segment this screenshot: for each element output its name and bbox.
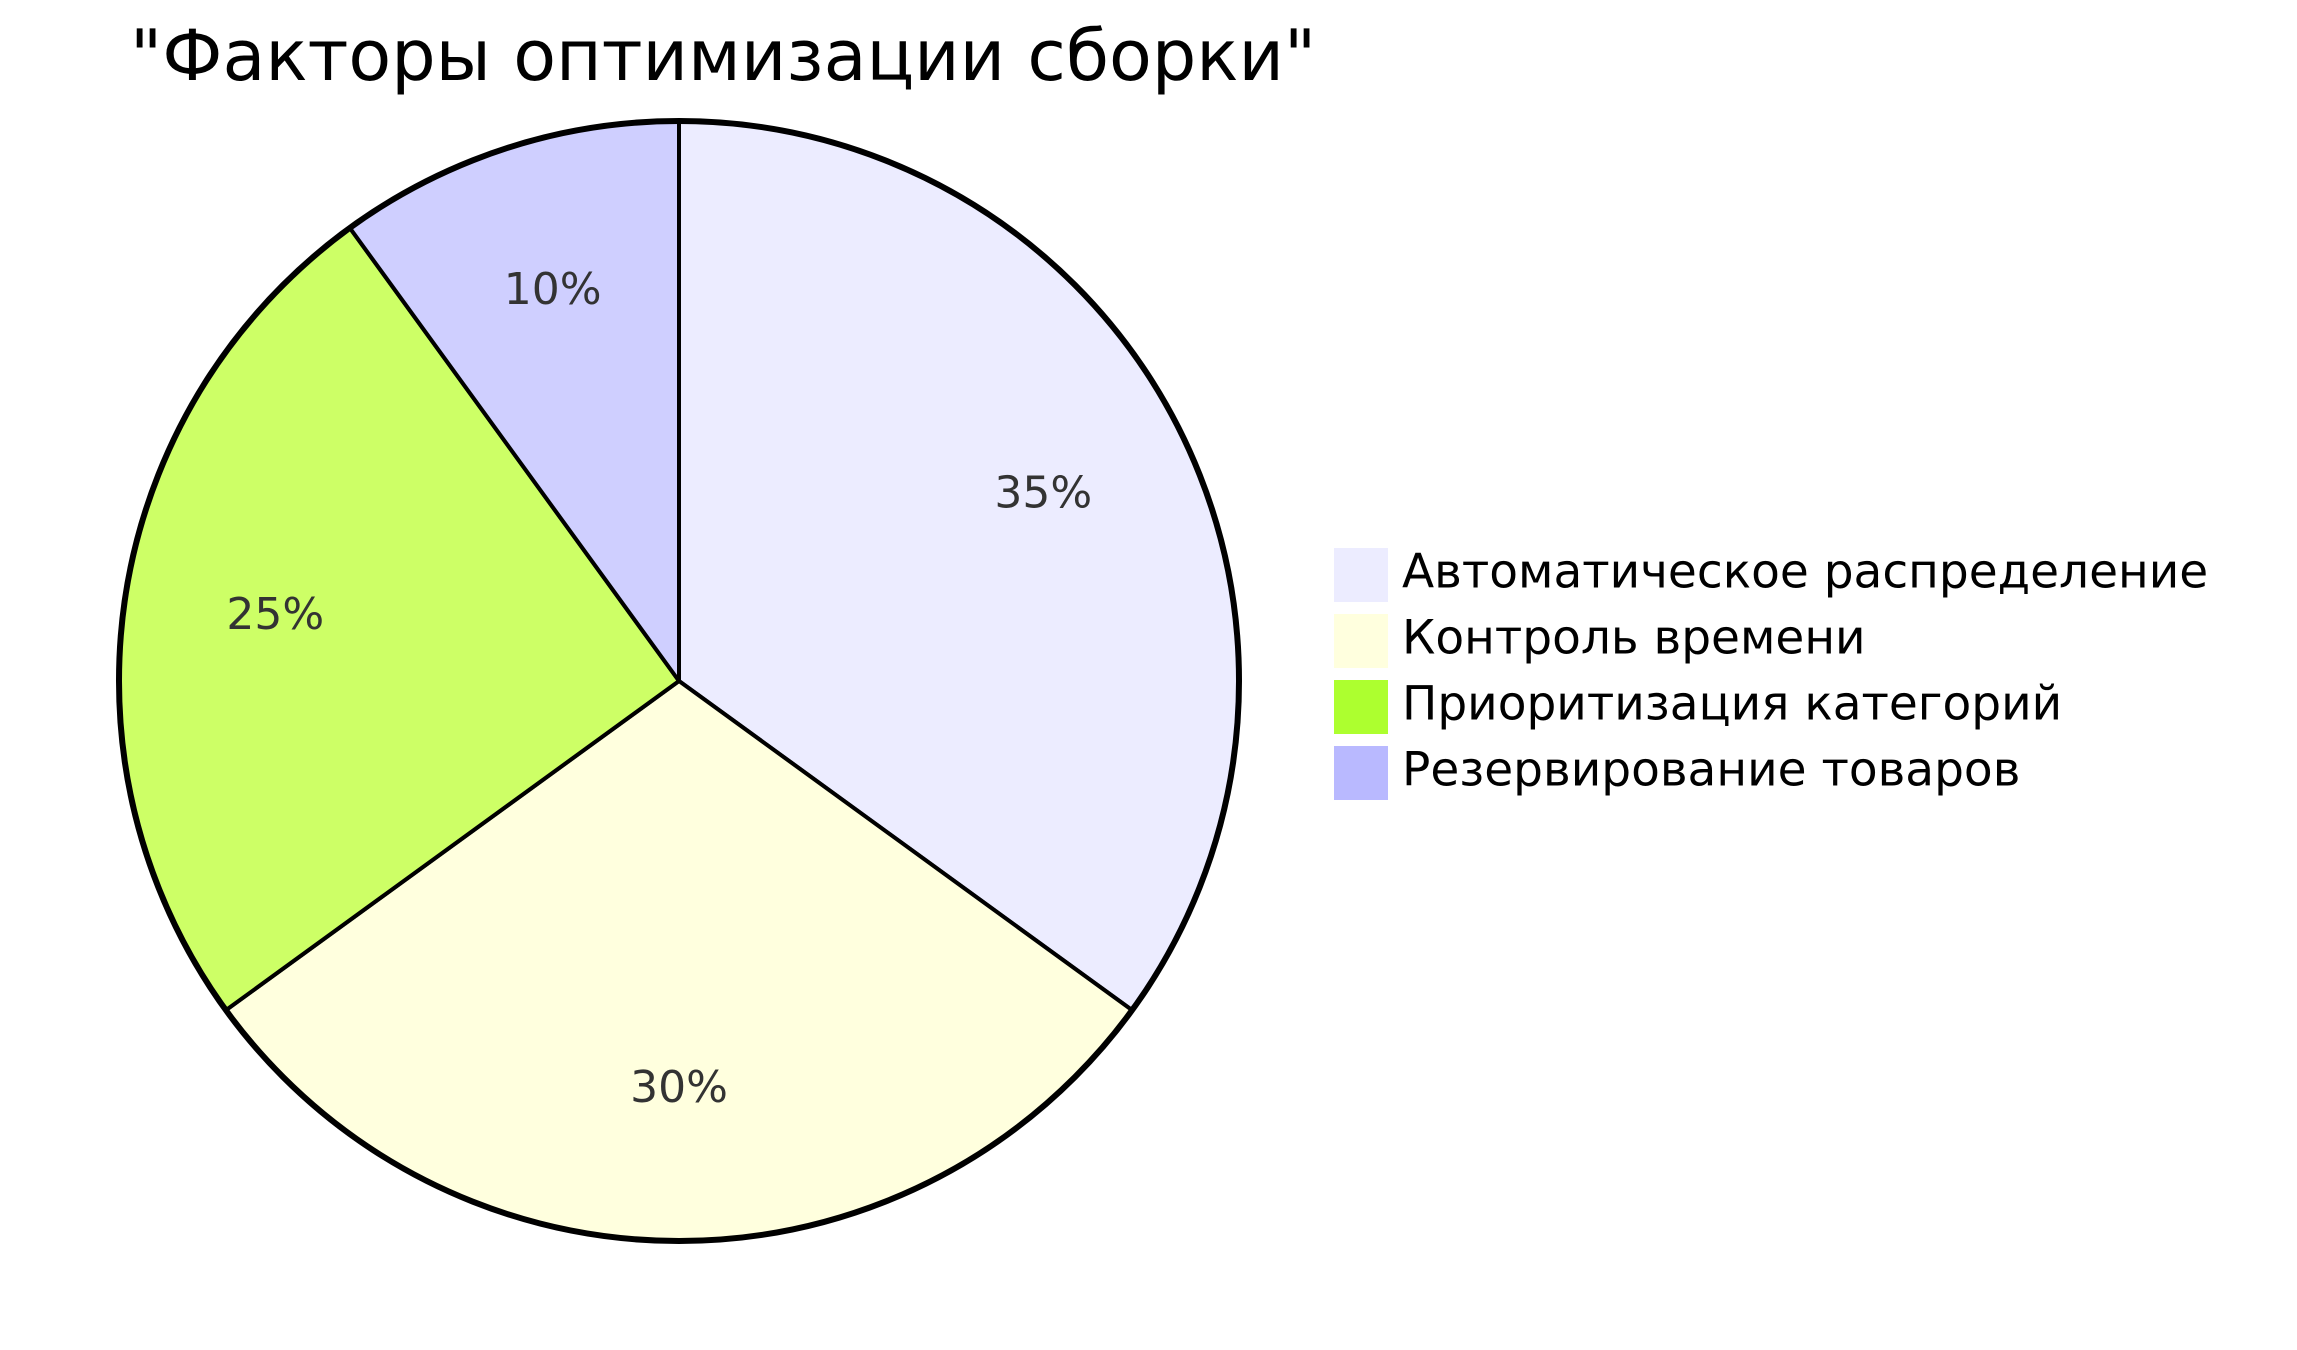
slice-labels: 35% 30% 25% 10% [226,264,1092,1113]
legend-swatch [1334,548,1388,602]
legend-label: Контроль времени [1402,611,1866,666]
legend-label: Приоритизация категорий [1402,677,2062,732]
legend: Автоматическое распределение Контроль вре… [1334,545,2208,800]
slice-percent-label: 25% [226,589,324,640]
slice-percent-label: 10% [504,264,602,315]
legend-label: Автоматическое распределение [1402,545,2208,600]
pie-outline [116,118,1242,1244]
legend-label: Резервирование товаров [1402,743,2020,798]
slice-percent-label: 35% [994,467,1092,518]
legend-swatch [1334,614,1388,668]
chart-title: "Факторы оптимизации сборки" [130,15,1316,97]
legend-swatch [1334,746,1388,800]
pie-slices [116,118,1242,1244]
slice-percent-label: 30% [630,1062,728,1113]
legend-swatch [1334,680,1388,734]
